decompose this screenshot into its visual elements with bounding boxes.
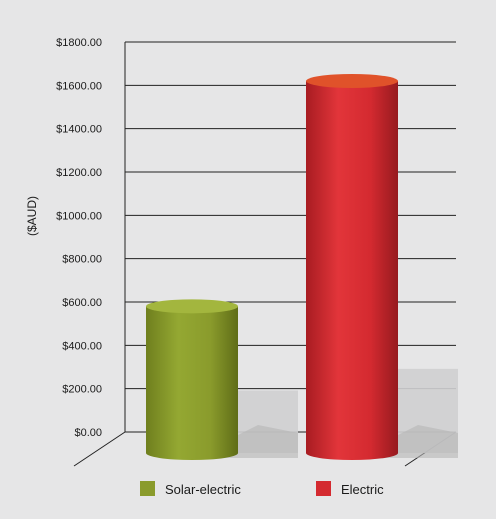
floor-left-edge: [73, 431, 126, 467]
legend: Solar-electric Electric: [140, 481, 384, 497]
y-tick-label: $1000.00: [56, 210, 102, 222]
legend-label: Electric: [341, 482, 384, 497]
bar: [306, 74, 398, 460]
y-tick-label: $1800.00: [56, 37, 102, 49]
bar-top: [146, 299, 238, 314]
y-tick-label: $600.00: [62, 297, 102, 309]
y-axis-title: ($AUD): [25, 196, 39, 236]
y-tick-label: $1200.00: [56, 167, 102, 179]
y-tick-label: $400.00: [62, 340, 102, 352]
legend-label: Solar-electric: [165, 482, 241, 497]
legend-item: Solar-electric: [140, 481, 241, 497]
y-tick-label: $200.00: [62, 384, 102, 396]
bar: [146, 299, 238, 460]
legend-item: Electric: [316, 481, 384, 497]
y-tick-label: $800.00: [62, 254, 102, 266]
y-tick-label: $1400.00: [56, 124, 102, 136]
y-tick-label: $0.00: [74, 427, 102, 439]
bar-body: [146, 306, 238, 460]
bar-layer: [146, 74, 398, 460]
tick-label-layer: $0.00 $200.00 $400.00 $600.00 $800.00 $1000.0…: [56, 37, 102, 439]
bar-body: [306, 81, 398, 460]
legend-swatch: [140, 481, 155, 496]
y-tick-label: $1600.00: [56, 80, 102, 92]
bar-top: [306, 74, 398, 88]
legend-swatch: [316, 481, 331, 496]
